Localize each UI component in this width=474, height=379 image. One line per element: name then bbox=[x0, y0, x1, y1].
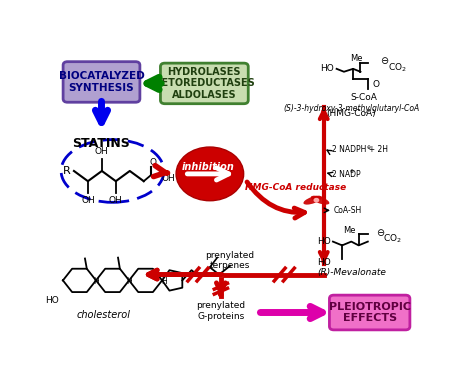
Text: OH: OH bbox=[162, 174, 176, 183]
Text: HO: HO bbox=[317, 237, 331, 246]
Text: (HMG-CoA): (HMG-CoA) bbox=[327, 109, 376, 118]
Text: OH: OH bbox=[95, 147, 109, 156]
Text: R: R bbox=[63, 166, 70, 176]
Text: OH: OH bbox=[109, 196, 123, 205]
Text: H: H bbox=[161, 277, 167, 287]
Circle shape bbox=[313, 198, 319, 202]
FancyBboxPatch shape bbox=[63, 62, 140, 102]
Text: CO$_2$: CO$_2$ bbox=[388, 61, 407, 74]
Text: (R)-Mevalonate: (R)-Mevalonate bbox=[317, 268, 386, 277]
Text: PLEIOTROPIC
EFFECTS: PLEIOTROPIC EFFECTS bbox=[328, 302, 410, 323]
Text: (S)-3-hydroxy-3-methylglutaryl-CoA: (S)-3-hydroxy-3-methylglutaryl-CoA bbox=[283, 104, 419, 113]
Text: HYDROLASES
KETOREDUCTASES
ALDOLASES: HYDROLASES KETOREDUCTASES ALDOLASES bbox=[154, 67, 255, 100]
Text: $^{\oplus}$: $^{\oplus}$ bbox=[366, 145, 372, 151]
Text: CoA-SH: CoA-SH bbox=[334, 206, 362, 215]
Text: $\ominus$: $\ominus$ bbox=[376, 227, 385, 238]
Text: cholesterol: cholesterol bbox=[76, 310, 130, 319]
Text: S-CoA: S-CoA bbox=[351, 93, 378, 102]
Text: HO: HO bbox=[320, 64, 334, 73]
FancyBboxPatch shape bbox=[161, 63, 248, 104]
Text: H: H bbox=[126, 277, 132, 287]
Text: STATINS: STATINS bbox=[73, 136, 130, 150]
Text: prenylated
terpenes: prenylated terpenes bbox=[206, 251, 255, 270]
Text: O: O bbox=[149, 158, 156, 167]
Text: 2 NADPH + 2H: 2 NADPH + 2H bbox=[332, 145, 388, 154]
Ellipse shape bbox=[311, 196, 329, 205]
Text: O: O bbox=[372, 80, 379, 89]
Text: $^{\oplus}$: $^{\oplus}$ bbox=[349, 170, 355, 176]
Text: prenylated
G-proteins: prenylated G-proteins bbox=[196, 301, 246, 321]
Text: CO$_2$: CO$_2$ bbox=[383, 232, 402, 245]
Text: inhibition: inhibition bbox=[182, 162, 235, 172]
Text: H: H bbox=[93, 277, 99, 287]
Text: OH: OH bbox=[81, 196, 95, 205]
Circle shape bbox=[176, 147, 244, 201]
Text: HO: HO bbox=[46, 296, 59, 305]
Text: BIOCATALYZED
SYNTHESIS: BIOCATALYZED SYNTHESIS bbox=[59, 71, 145, 93]
FancyBboxPatch shape bbox=[329, 295, 410, 330]
Text: Me: Me bbox=[343, 226, 356, 235]
Text: $\ominus$: $\ominus$ bbox=[380, 55, 389, 66]
Text: HO: HO bbox=[317, 258, 331, 268]
Text: Me: Me bbox=[351, 54, 363, 63]
Text: 2 NADP: 2 NADP bbox=[332, 170, 360, 179]
Ellipse shape bbox=[303, 196, 322, 205]
Text: HMG-CoA reductase: HMG-CoA reductase bbox=[245, 183, 346, 193]
